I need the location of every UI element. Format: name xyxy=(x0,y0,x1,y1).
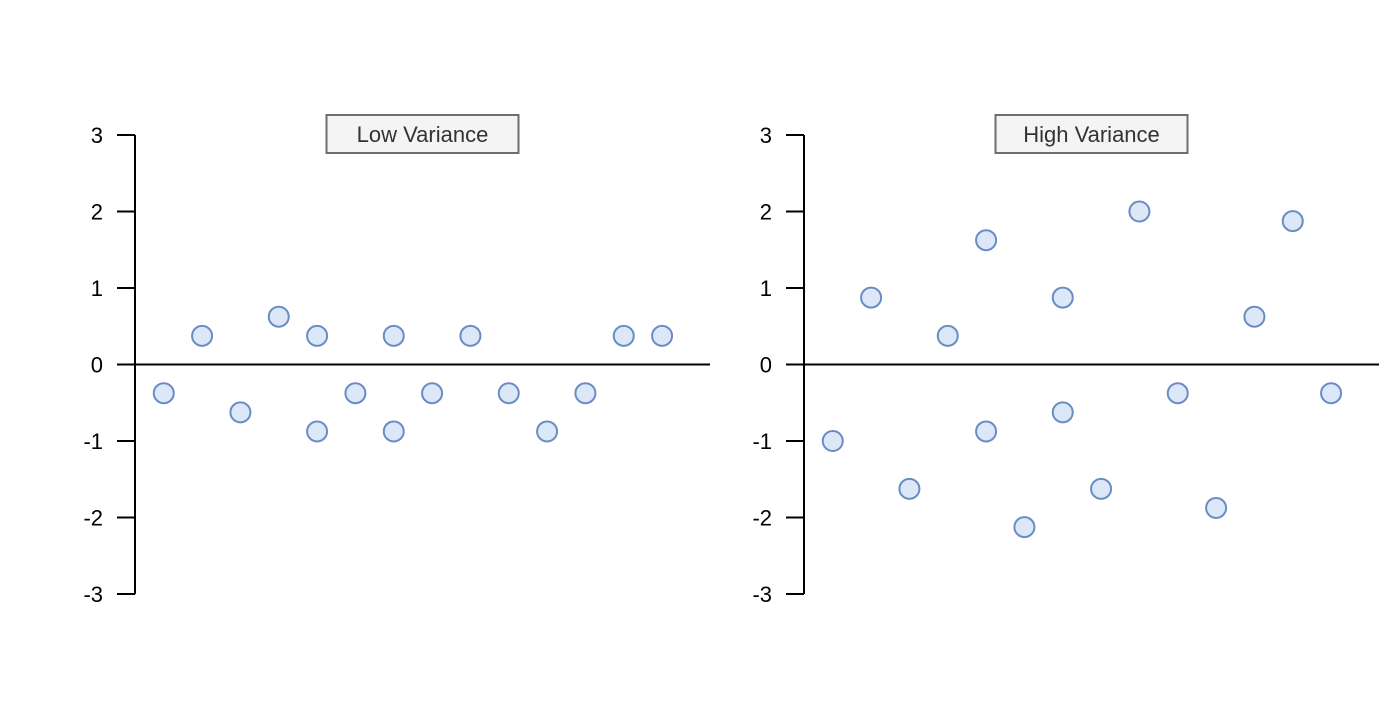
scatter-point xyxy=(267,305,290,328)
scatter-point xyxy=(574,382,597,405)
scatter-point xyxy=(860,286,883,309)
scatter-point xyxy=(306,420,329,443)
scatter-point xyxy=(1205,496,1228,519)
scatter-point xyxy=(898,477,921,500)
y-tick-label: 2 xyxy=(91,200,103,225)
scatter-point xyxy=(1243,305,1266,328)
scatter-point xyxy=(821,430,844,452)
high-variance-panel: 3 2 1 0 -1 -2 -3 High Variance xyxy=(752,114,1379,607)
y-tick-label: -1 xyxy=(752,429,772,454)
y-tick-label: -1 xyxy=(83,429,103,454)
scatter-point xyxy=(1128,200,1151,223)
title-box xyxy=(994,114,1189,154)
scatter-point xyxy=(459,324,482,347)
scatter-point xyxy=(191,324,214,347)
scatter-point xyxy=(612,324,635,347)
title-box xyxy=(325,114,520,154)
scatter-point xyxy=(1320,382,1343,405)
scatter-point xyxy=(382,420,405,443)
scatter-point xyxy=(152,382,175,405)
y-tick-label: -3 xyxy=(752,582,772,607)
y-tick-label: 1 xyxy=(91,276,103,301)
low-variance-panel: 3 2 1 0 -1 -2 -3 Low Variance xyxy=(83,114,710,607)
scatter-point xyxy=(936,324,959,347)
scatter-point xyxy=(1013,516,1036,539)
scatter-point xyxy=(382,324,405,347)
scatter-point xyxy=(1281,210,1304,233)
scatter-point xyxy=(229,401,252,424)
scatter-point xyxy=(975,420,998,443)
scatter-point xyxy=(306,324,329,347)
y-tick-label: 0 xyxy=(760,353,772,378)
scatter-point xyxy=(651,324,674,347)
y-tick-label: 3 xyxy=(760,123,772,148)
scatter-point xyxy=(536,420,559,443)
scatter-point xyxy=(1051,401,1074,424)
chart-title: High Variance xyxy=(1023,122,1160,147)
y-tick-label: -2 xyxy=(83,506,103,531)
y-tick-label: 3 xyxy=(91,123,103,148)
scatter-point xyxy=(421,382,444,405)
scatter-point xyxy=(1051,286,1074,309)
y-tick-label: 0 xyxy=(91,353,103,378)
scatter-point xyxy=(1090,477,1113,500)
chart-title: Low Variance xyxy=(357,122,489,147)
y-tick-label: -3 xyxy=(83,582,103,607)
y-tick-label: -2 xyxy=(752,506,772,531)
scatter-point xyxy=(975,229,998,252)
y-tick-label: 2 xyxy=(760,200,772,225)
scatter-point xyxy=(344,382,367,405)
scatter-point xyxy=(1166,382,1189,405)
scatter-point xyxy=(497,382,520,405)
y-tick-label: 1 xyxy=(760,276,772,301)
